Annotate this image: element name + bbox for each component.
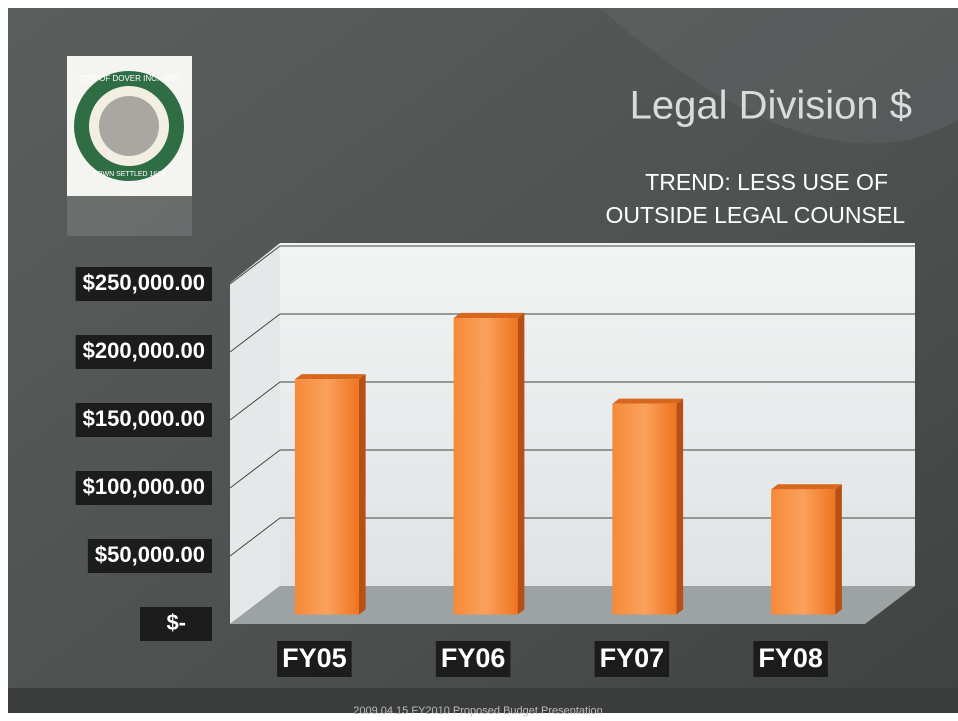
x-tick-label: FY07 bbox=[600, 643, 665, 673]
footer-band bbox=[8, 688, 958, 713]
grid-line bbox=[229, 449, 281, 489]
footer: 2009.04.15 FY2010 Proposed Budget Presen… bbox=[353, 705, 603, 717]
bar-top bbox=[453, 312, 525, 319]
seal-art bbox=[99, 96, 159, 156]
y-tick-label: $50,000.00 bbox=[95, 542, 205, 567]
y-tick-label: $150,000.00 bbox=[83, 406, 205, 431]
decor-swoosh bbox=[600, 8, 958, 144]
logo-reflection bbox=[67, 196, 192, 236]
bar-top bbox=[771, 484, 842, 490]
y-tick-box bbox=[75, 403, 212, 437]
bar-side bbox=[835, 484, 842, 615]
floor bbox=[230, 586, 915, 624]
chart-title: Legal Division $ bbox=[630, 84, 912, 128]
y-tick-box bbox=[75, 335, 212, 369]
side-wall bbox=[230, 243, 280, 624]
grid-line bbox=[229, 381, 281, 421]
y-tick-label: $100,000.00 bbox=[83, 474, 205, 499]
x-tick-box bbox=[435, 641, 511, 677]
bar bbox=[612, 403, 677, 615]
y-tick-label: $250,000.00 bbox=[83, 270, 205, 295]
x-tick-label: FY05 bbox=[282, 643, 347, 673]
bar-top bbox=[294, 374, 366, 380]
x-tick-box bbox=[594, 641, 670, 677]
grid-line bbox=[229, 313, 281, 353]
seal-text: CITY OF DOVER INC. 1855 bbox=[79, 74, 180, 83]
bar-side bbox=[358, 374, 366, 615]
bar-side bbox=[676, 398, 684, 615]
bar-top bbox=[612, 398, 684, 404]
grid-line bbox=[229, 517, 281, 557]
y-tick-box bbox=[87, 539, 212, 573]
x-tick-box bbox=[753, 641, 828, 677]
bar bbox=[453, 318, 518, 615]
y-tick-label: $200,000.00 bbox=[83, 338, 205, 363]
bar-side bbox=[517, 312, 525, 615]
y-tick-box bbox=[75, 267, 212, 301]
seal-text: TOWN SETTLED 1623 bbox=[93, 171, 165, 178]
bar bbox=[294, 379, 359, 615]
x-tick-label: FY06 bbox=[441, 643, 506, 673]
y-tick-box bbox=[140, 607, 212, 641]
grid-line bbox=[229, 245, 281, 285]
x-tick-box bbox=[277, 641, 352, 677]
chart: $- $50,000.00 $100,000.00 $150,000.00 $200,0… bbox=[75, 245, 915, 677]
x-tick-label: FY08 bbox=[758, 643, 823, 673]
subtitle: TREND: LESS USE OF bbox=[645, 169, 888, 195]
logo: CITY OF DOVER INC. 1855 TOWN SETTLED 162… bbox=[67, 56, 192, 236]
y-tick-box bbox=[75, 471, 212, 505]
subtitle: OUTSIDE LEGAL COUNSEL bbox=[605, 202, 905, 228]
bar bbox=[771, 489, 836, 615]
y-tick-label: $- bbox=[166, 610, 186, 635]
back-wall bbox=[280, 243, 915, 586]
